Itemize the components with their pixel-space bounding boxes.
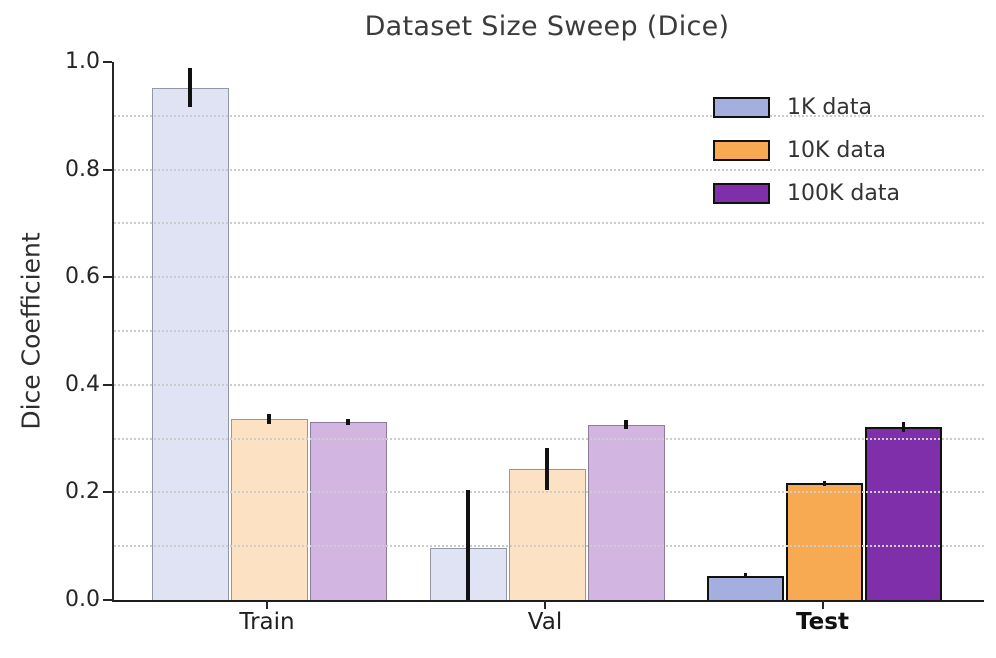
legend-entry-1k: 1K data bbox=[713, 86, 900, 129]
legend-swatch-100k bbox=[713, 183, 770, 204]
legend-swatch-10k bbox=[713, 140, 770, 161]
error-bar-train-100k-data bbox=[346, 419, 350, 425]
x-tick-label-train: Train bbox=[239, 609, 295, 635]
legend-label-100k: 100K data bbox=[787, 181, 900, 206]
bar-val-10k-data bbox=[508, 469, 586, 600]
bar-val-100k-data bbox=[587, 424, 665, 600]
bar-train-10k-data bbox=[230, 419, 308, 600]
y-tick-label: 1.0 bbox=[65, 49, 100, 74]
y-tick-mark bbox=[103, 383, 112, 386]
x-tick-mark bbox=[821, 600, 824, 609]
y-gridline bbox=[114, 383, 984, 386]
y-tick-mark bbox=[103, 61, 112, 63]
legend-label-10k: 10K data bbox=[787, 138, 886, 163]
y-tick-label: 0.2 bbox=[65, 479, 100, 505]
bar-test-100k-data bbox=[865, 426, 942, 600]
x-tick-mark bbox=[266, 600, 269, 609]
bar-test-1k-data bbox=[707, 575, 784, 600]
error-bar-test-1k-data bbox=[743, 573, 748, 579]
x-tick-label-val: Val bbox=[527, 609, 563, 635]
y-gridline bbox=[114, 222, 984, 225]
chart-title: Dataset Size Sweep (Dice) bbox=[364, 11, 730, 42]
y-tick-label: 0.0 bbox=[65, 587, 100, 612]
bar-train-100k-data bbox=[309, 421, 387, 600]
legend-entry-10k: 10K data bbox=[713, 129, 900, 172]
bar-train-1k-data bbox=[151, 87, 229, 600]
y-gridline bbox=[114, 330, 984, 332]
x-tick-mark bbox=[544, 600, 547, 609]
error-bar-train-10k-data bbox=[267, 414, 271, 425]
error-bar-val-100k-data bbox=[624, 420, 628, 429]
y-tick-mark bbox=[103, 599, 112, 601]
y-tick-label: 0.4 bbox=[65, 371, 100, 397]
legend-entry-100k: 100K data bbox=[713, 172, 900, 215]
y-tick-mark bbox=[103, 491, 112, 494]
plot-area bbox=[112, 62, 984, 602]
error-bar-train-1k-data bbox=[188, 68, 192, 108]
y-gridline bbox=[114, 276, 984, 279]
error-bar-test-10k-data bbox=[822, 480, 827, 486]
y-tick-label: 0.6 bbox=[65, 264, 100, 290]
error-bar-test-100k-data bbox=[901, 421, 906, 432]
y-tick-label: 0.8 bbox=[65, 156, 100, 182]
y-tick-mark bbox=[103, 276, 112, 279]
legend-swatch-1k bbox=[713, 97, 770, 118]
legend-label-1k: 1K data bbox=[787, 95, 872, 120]
bar-test-10k-data bbox=[786, 483, 863, 600]
x-tick-label-test: Test bbox=[796, 609, 849, 635]
error-bar-val-10k-data bbox=[545, 448, 549, 491]
legend: 1K data 10K data 100K data bbox=[713, 86, 900, 215]
error-bar-val-1k-data bbox=[466, 490, 470, 600]
y-axis-label: Dice Coefficient bbox=[16, 232, 46, 430]
y-tick-mark bbox=[103, 168, 112, 171]
